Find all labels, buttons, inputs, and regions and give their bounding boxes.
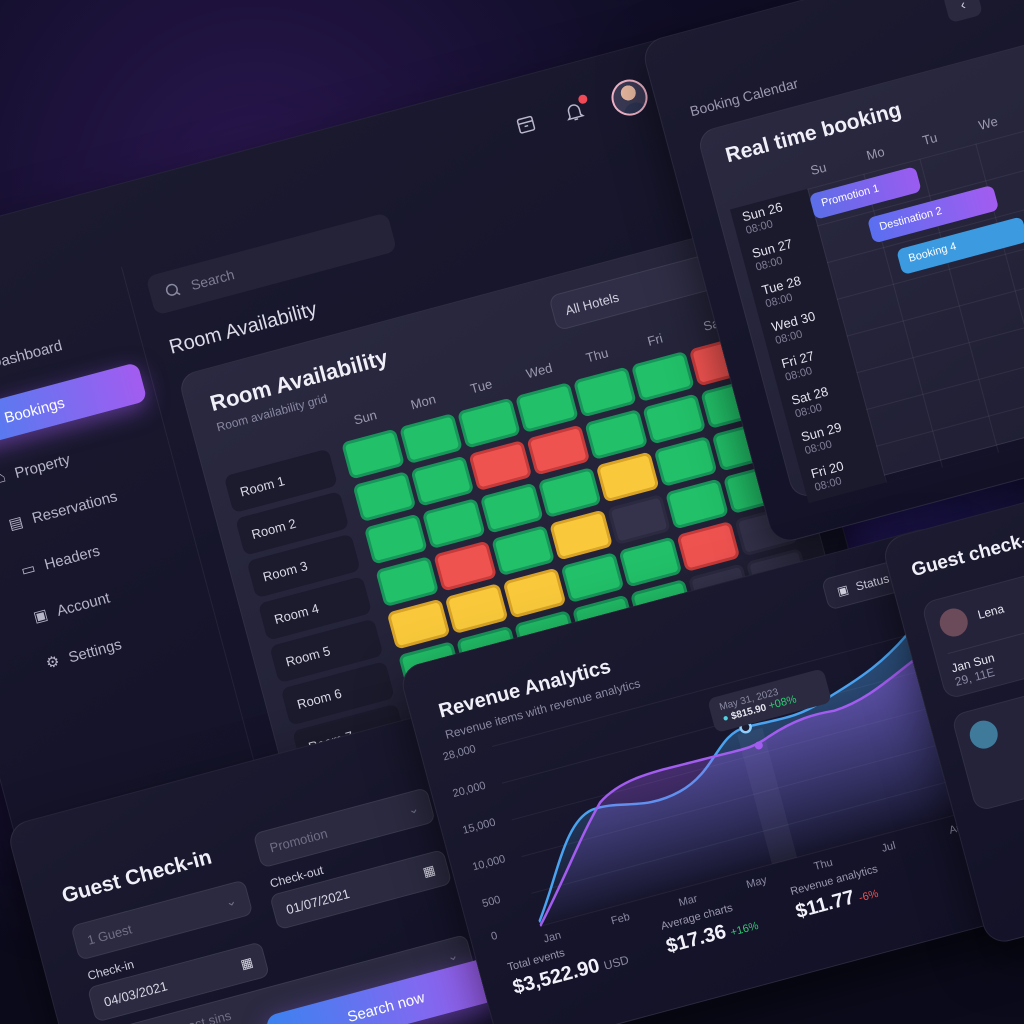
- availability-cell-available[interactable]: [421, 497, 486, 550]
- day-header: Fri: [645, 330, 665, 349]
- day-header: Thu: [584, 345, 610, 366]
- calendar-day-header: We: [976, 113, 1000, 134]
- calendar-icon: ▤: [6, 513, 25, 534]
- y-tick: 28,000: [441, 743, 478, 764]
- availability-cell-booked[interactable]: [433, 540, 498, 592]
- card-icon: ▣: [31, 606, 50, 627]
- availability-cell-available[interactable]: [560, 551, 625, 604]
- availability-cell-pending[interactable]: [595, 451, 660, 503]
- inbox-icon[interactable]: [512, 110, 541, 139]
- availability-cell-pending[interactable]: [386, 598, 451, 650]
- folder-icon: ▭: [19, 559, 38, 580]
- gear-icon: ⚙: [44, 652, 62, 673]
- availability-cell-available[interactable]: [352, 470, 417, 523]
- checkout-date-field[interactable]: 01/07/2021 ▦: [269, 848, 453, 931]
- search-input[interactable]: Search: [145, 212, 398, 316]
- chevron-down-icon: ⌄: [405, 800, 421, 818]
- availability-cell-pending[interactable]: [549, 509, 614, 561]
- availability-cell-available[interactable]: [642, 393, 707, 445]
- header-actions: ⌄: [511, 66, 687, 145]
- y-tick: 20,000: [451, 779, 488, 801]
- guest-avatar: [966, 717, 1001, 752]
- availability-cell-pending[interactable]: [444, 582, 509, 635]
- filter-icon: ▣: [835, 582, 851, 599]
- availability-cell-pending[interactable]: [502, 567, 567, 619]
- availability-cell-available[interactable]: [491, 524, 556, 577]
- availability-cell-available[interactable]: [514, 381, 579, 434]
- stat-revenue-analytics: Revenue analytics $11.77 -6%: [789, 863, 880, 924]
- avatar[interactable]: [607, 75, 652, 120]
- x-tick: May: [745, 874, 769, 892]
- availability-cell-available[interactable]: [665, 478, 729, 530]
- availability-cell-available[interactable]: [341, 428, 406, 480]
- x-tick: Jul: [880, 839, 897, 855]
- guest-list-title: Guest check-in: [909, 525, 1024, 582]
- x-tick: Mar: [677, 892, 699, 910]
- availability-cell-available[interactable]: [479, 482, 544, 534]
- availability-cell-blocked[interactable]: [607, 493, 671, 546]
- line-chart-svg: [491, 624, 995, 929]
- day-header: Sun: [352, 407, 379, 428]
- availability-cell-available[interactable]: [410, 455, 475, 507]
- availability-cell-booked[interactable]: [676, 520, 741, 573]
- availability-cell-available[interactable]: [537, 466, 602, 519]
- day-header: Tue: [468, 376, 494, 397]
- prev-week-button[interactable]: ‹: [942, 0, 984, 24]
- availability-cell-available[interactable]: [572, 366, 637, 418]
- availability-cell-available[interactable]: [630, 350, 695, 403]
- y-tick: 15,000: [461, 816, 497, 837]
- availability-cell-booked[interactable]: [468, 439, 533, 492]
- y-tick: 10,000: [471, 853, 507, 874]
- guest-avatar: [936, 605, 971, 640]
- y-tick: 0: [489, 929, 499, 944]
- availability-cell-available[interactable]: [618, 536, 683, 588]
- calendar-icon: ▦: [238, 954, 255, 972]
- availability-cell-available[interactable]: [653, 435, 718, 488]
- availability-cell-available[interactable]: [399, 412, 463, 465]
- y-tick: 500: [480, 893, 502, 911]
- day-header: Mon: [409, 391, 438, 413]
- home-icon: ⌂: [0, 467, 8, 487]
- x-tick: Feb: [609, 910, 632, 928]
- notification-bell-icon[interactable]: [561, 93, 590, 126]
- calendar-icon: ▦: [421, 861, 437, 880]
- x-tick: Thu: [812, 856, 835, 874]
- availability-cell-available[interactable]: [584, 408, 649, 461]
- availability-cell-available[interactable]: [456, 397, 521, 449]
- promotion-select[interactable]: Promotion ⌄: [252, 787, 436, 869]
- day-header: Wed: [524, 360, 554, 382]
- revenue-analytics-window: Revenue Analytics Revenue items with rev…: [397, 524, 1024, 1024]
- dashboard-window: ⌄ ▦Dashboard ☰Bookings ⌂Property ▤Reserv…: [0, 25, 880, 891]
- x-tick: Jan: [542, 929, 563, 946]
- chevron-left-icon: ‹: [958, 0, 968, 13]
- availability-cell-available[interactable]: [375, 555, 440, 608]
- availability-cell-booked[interactable]: [526, 424, 591, 476]
- chevron-down-icon: ⌄: [445, 946, 460, 965]
- revenue-chart: 28,000 20,000 15,000 10,000 500 0 May 31…: [442, 617, 999, 954]
- availability-cell-available[interactable]: [363, 513, 428, 565]
- search-icon: [165, 283, 181, 296]
- chevron-down-icon: ⌄: [223, 892, 239, 910]
